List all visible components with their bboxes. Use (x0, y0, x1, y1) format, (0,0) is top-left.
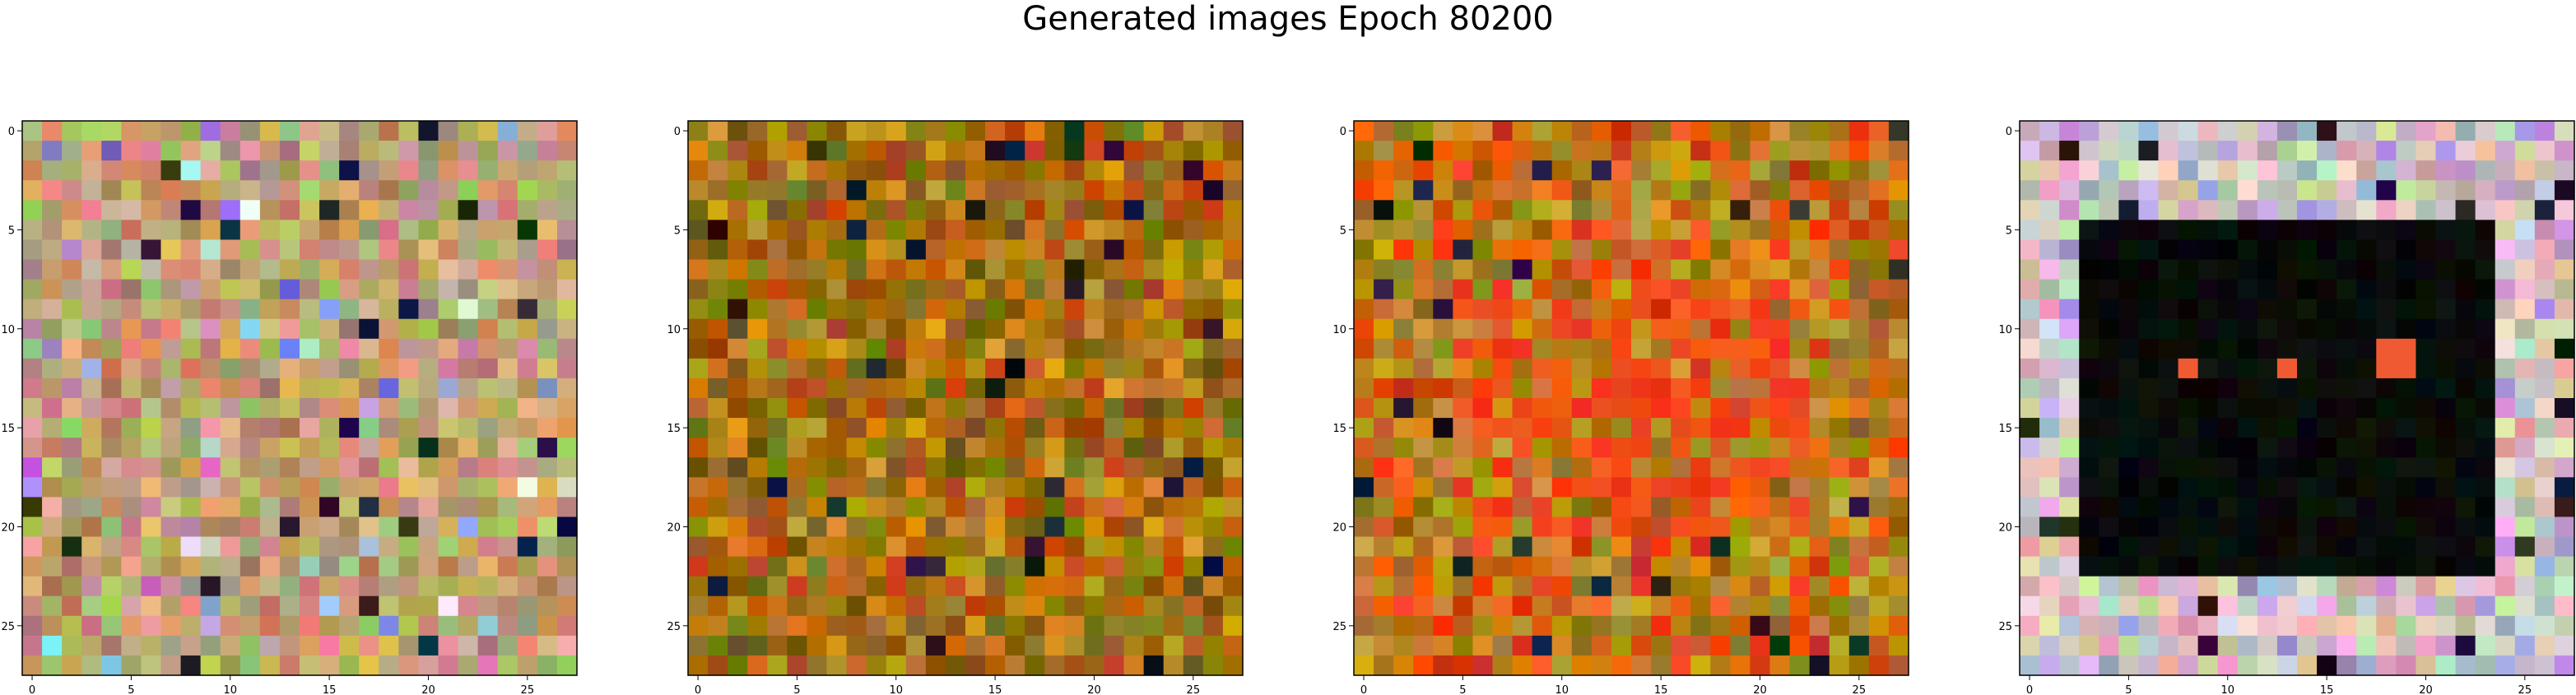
y-tick-label: 20 (1332, 521, 1346, 534)
y-tick-label: 25 (1332, 621, 1346, 633)
panel-3: 0 5 10 15 20 25 0 5 10 15 20 25 (1332, 120, 1909, 695)
x-tick-label: 25 (1187, 684, 1201, 695)
x-tick-label: 10 (223, 684, 237, 695)
panel-4-frame (2019, 120, 2575, 676)
x-tick-label: 10 (1555, 684, 1569, 695)
panel-1: 0 5 10 15 20 25 0 5 10 15 20 25 (1, 120, 578, 695)
y-tick-label: 5 (1340, 225, 1346, 237)
panel-2: 0 5 10 15 20 25 0 5 10 15 20 25 (667, 120, 1244, 695)
y-tick-label: 15 (667, 423, 681, 435)
x-tick-label: 20 (1087, 684, 1101, 695)
y-tick-label: 25 (1, 621, 15, 633)
x-tick-label: 15 (1654, 684, 1668, 695)
y-tick-label: 5 (2006, 225, 2012, 237)
x-tick-label: 25 (1853, 684, 1867, 695)
y-tick-label: 10 (1, 324, 15, 336)
x-tick-label: 5 (128, 684, 134, 695)
x-tick-label: 15 (988, 684, 1002, 695)
y-tick-label: 25 (1998, 621, 2012, 633)
y-tick-label: 25 (667, 621, 681, 633)
x-tick-label: 25 (521, 684, 535, 695)
panel-1-frame (21, 120, 578, 676)
x-tick-label: 0 (29, 684, 35, 695)
x-tick-label: 20 (1753, 684, 1767, 695)
y-tick-label: 5 (8, 225, 15, 237)
x-tick-label: 0 (695, 684, 701, 695)
panel-4: 0 5 10 15 20 25 0 5 10 15 20 25 (1998, 120, 2575, 695)
y-tick-label: 15 (1, 423, 15, 435)
x-tick-label: 0 (2026, 684, 2033, 695)
panel-2-frame (687, 120, 1244, 676)
y-tick-label: 15 (1998, 423, 2012, 435)
y-tick-label: 0 (674, 126, 681, 138)
y-tick-label: 10 (1998, 324, 2012, 336)
y-tick-label: 10 (667, 324, 681, 336)
panel-3-frame (1353, 120, 1909, 676)
y-tick-label: 20 (1, 521, 15, 534)
y-tick-label: 20 (667, 521, 681, 534)
x-tick-label: 10 (2220, 684, 2234, 695)
x-tick-label: 10 (889, 684, 903, 695)
x-tick-label: 20 (421, 684, 435, 695)
x-tick-label: 5 (1459, 684, 1466, 695)
figure-title: Generated images Epoch 80200 (1022, 0, 1554, 38)
y-tick-label: 10 (1332, 324, 1346, 336)
y-tick-label: 0 (2006, 126, 2012, 138)
x-tick-label: 5 (793, 684, 800, 695)
x-tick-label: 15 (2320, 684, 2334, 695)
x-tick-label: 25 (2518, 684, 2532, 695)
x-tick-label: 15 (323, 684, 337, 695)
y-tick-label: 0 (1340, 126, 1346, 138)
y-tick-label: 5 (674, 225, 681, 237)
y-tick-label: 15 (1332, 423, 1346, 435)
y-tick-label: 20 (1998, 521, 2012, 534)
x-tick-label: 5 (2125, 684, 2132, 695)
x-tick-label: 0 (1360, 684, 1367, 695)
y-tick-label: 0 (8, 126, 15, 138)
x-tick-label: 20 (2419, 684, 2433, 695)
